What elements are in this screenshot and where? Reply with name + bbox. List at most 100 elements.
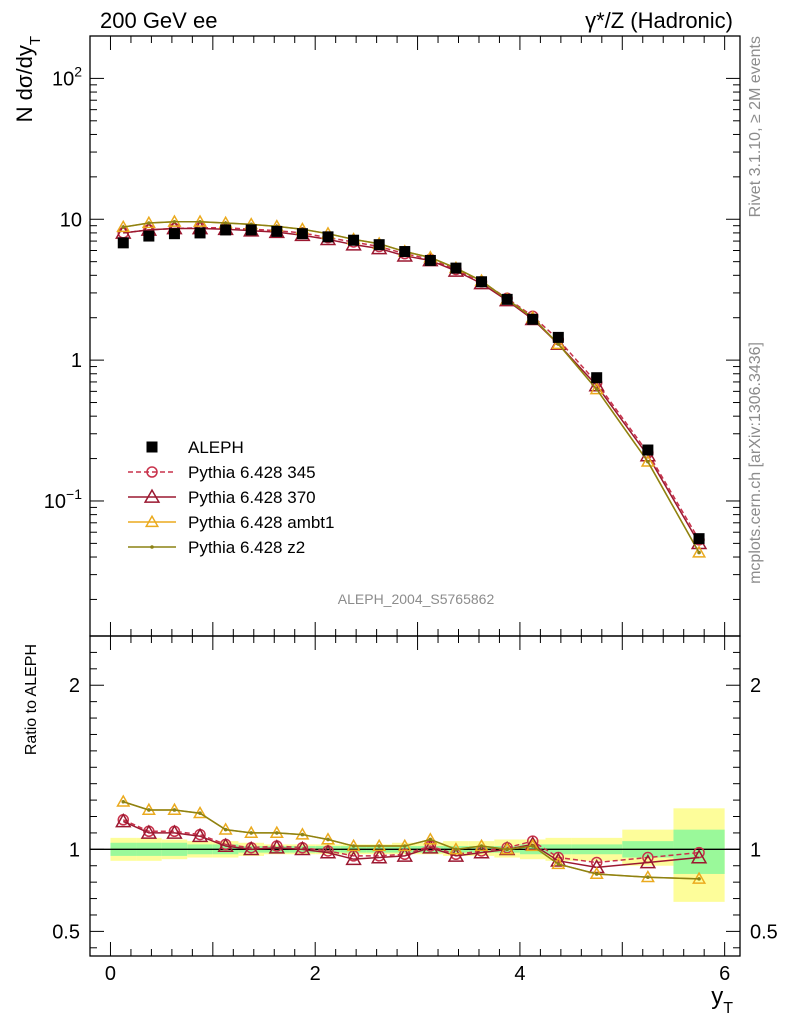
ratio-point-pythia-6-428-370 (422, 839, 439, 854)
data-point-aleph (296, 228, 308, 240)
ratio-point-pythia-6-428-z2 (594, 872, 599, 876)
mcplots-label: mcplots.cern.ch [arXiv:1306.3436] (747, 342, 764, 584)
ratio-point-pythia-6-428-370 (115, 813, 132, 828)
ratio-point-pythia-6-428-ambt1 (218, 822, 233, 835)
legend-marker (146, 466, 158, 478)
data-point-aleph (527, 313, 539, 325)
x-axis-label: yT (711, 983, 733, 1017)
ratio-point-pythia-6-428-z2 (530, 844, 535, 848)
ratio-series-pythia-6-428-z2 (121, 799, 701, 881)
ratio-point-pythia-6-428-z2 (377, 844, 381, 848)
ratio-point-pythia-6-428-370 (550, 852, 567, 867)
legend-item-pythia-6-428-z2: Pythia 6.428 z2 (128, 538, 305, 557)
data-point-aleph (399, 246, 411, 258)
ratio-y-tick-label-left: 2 (69, 675, 80, 697)
ratio-point-pythia-6-428-370 (524, 835, 541, 851)
data-point-pythia-6-428-z2 (147, 221, 151, 225)
legend: ALEPH Pythia 6.428 345 Pythia 6.428 370 Pyt… (128, 438, 334, 557)
legend-item-aleph: ALEPH (146, 438, 244, 457)
series-aleph (117, 224, 705, 545)
ratio-point-pythia-6-428-370 (447, 847, 465, 862)
ratio-point-pythia-6-428-z2 (172, 808, 177, 812)
ratio-point-pythia-6-428-370 (166, 824, 183, 839)
data-point-pythia-6-428-ambt1 (692, 545, 707, 558)
legend-label: Pythia 6.428 370 (188, 488, 316, 507)
ratio-point-pythia-6-428-370 (319, 844, 337, 859)
y-tick-label: 102 (52, 63, 82, 90)
x-tick-label: 2 (310, 963, 321, 985)
ratio-point-pythia-6-428-ambt1 (525, 838, 540, 852)
legend-marker (143, 488, 161, 503)
ratio-y-tick-label-left: 0.5 (52, 921, 80, 943)
ratio-point-pythia-6-428-z2 (223, 827, 228, 832)
legend-item-pythia-6-428-370: Pythia 6.428 370 (128, 488, 316, 507)
ratio-point-pythia-6-428-370 (396, 847, 413, 862)
data-point-aleph (117, 237, 129, 249)
data-point-aleph (143, 230, 155, 242)
y-tick-label: 10 (60, 209, 82, 231)
x-tick-label: 6 (719, 963, 730, 985)
legend-label: ALEPH (188, 438, 244, 457)
data-point-aleph (348, 234, 360, 246)
legend-label: Pythia 6.428 345 (188, 463, 316, 482)
ratio-point-pythia-6-428-370 (243, 840, 260, 856)
data-point-pythia-6-428-z2 (121, 225, 126, 229)
ratio-y-axis-label: Ratio to ALEPH (23, 644, 40, 755)
watermark: ALEPH_2004_S5765862 (338, 591, 495, 607)
ratio-point-pythia-6-428-z2 (697, 877, 701, 881)
ratio-point-pythia-6-428-z2 (121, 799, 126, 804)
ratio-point-pythia-6-428-z2 (402, 844, 407, 848)
ratio-point-pythia-6-428-z2 (479, 844, 484, 848)
data-point-pythia-6-428-z2 (556, 342, 561, 346)
ratio-point-pythia-6-428-z2 (275, 831, 279, 835)
ratio-point-pythia-6-428-z2 (147, 808, 151, 812)
ratio-point-pythia-6-428-z2 (300, 832, 305, 837)
ratio-point-pythia-6-428-370 (140, 824, 158, 839)
data-point-pythia-6-428-z2 (223, 221, 228, 225)
data-point-aleph (591, 372, 603, 384)
ratio-y-tick-label-right: 1 (750, 839, 761, 861)
data-point-pythia-6-428-ambt1 (551, 336, 566, 350)
ratio-line-pythia-6-428-370 (122, 820, 700, 869)
ratio-point-pythia-6-428-370 (639, 854, 657, 869)
ratio-point-pythia-6-428-ambt1 (551, 856, 566, 870)
legend-label: Pythia 6.428 ambt1 (188, 513, 334, 532)
ratio-point-pythia-6-428-z2 (428, 837, 433, 842)
data-point-pythia-6-428-z2 (697, 550, 701, 555)
ratio-point-pythia-6-428-370 (268, 839, 286, 854)
ratio-point-pythia-6-428-z2 (454, 847, 458, 852)
legend-item-pythia-6-428-345: Pythia 6.428 345 (128, 463, 316, 482)
ratio-y-tick-label-right: 2 (750, 675, 761, 697)
data-point-pythia-6-428-z2 (198, 219, 202, 224)
ratio-point-pythia-6-428-370 (690, 849, 708, 864)
legend-item-pythia-6-428-ambt1: Pythia 6.428 ambt1 (128, 513, 334, 532)
ratio-point-pythia-6-428-z2 (505, 847, 509, 852)
ratio-y-tick-label-left: 1 (69, 839, 80, 861)
ratio-point-pythia-6-428-370 (294, 840, 311, 856)
ratio-point-pythia-6-428-370 (345, 850, 362, 866)
main-panel: 102 10 1 10−1 ALEPH_2004_S5765862 ALEPH Pyth… (12, 35, 741, 637)
data-point-aleph (168, 228, 180, 240)
main-y-axis-label: N dσ/dyT (12, 36, 44, 122)
ratio-point-pythia-6-428-370 (217, 837, 234, 852)
y-tick-label: 1 (71, 350, 82, 372)
ratio-line-pythia-6-428-345 (122, 819, 700, 864)
data-point-aleph (450, 262, 462, 274)
ratio-y-tick-label-right: 0.5 (750, 921, 778, 943)
ratio-point-pythia-6-428-z2 (556, 862, 561, 866)
ratio-point-pythia-6-428-z2 (326, 837, 330, 842)
x-tick-label: 0 (105, 963, 116, 985)
data-point-pythia-6-428-z2 (646, 459, 650, 464)
data-point-aleph (220, 224, 232, 236)
data-point-pythia-6-428-ambt1 (589, 382, 604, 395)
legend-label: Pythia 6.428 z2 (188, 538, 305, 557)
ratio-panel: 2 2 1 1 0.5 0.5 0 2 4 6 Ratio to ALEPH yT (23, 635, 778, 1017)
ratio-point-pythia-6-428-z2 (198, 811, 202, 816)
x-tick-label: 4 (514, 963, 525, 985)
ratio-plot-frame (89, 635, 741, 957)
data-point-aleph (693, 533, 705, 545)
ratio-point-pythia-6-428-ambt1 (423, 832, 438, 845)
ratio-point-pythia-6-428-370 (473, 844, 490, 859)
legend-marker (144, 514, 160, 528)
ratio-point-pythia-6-428-z2 (249, 831, 254, 835)
